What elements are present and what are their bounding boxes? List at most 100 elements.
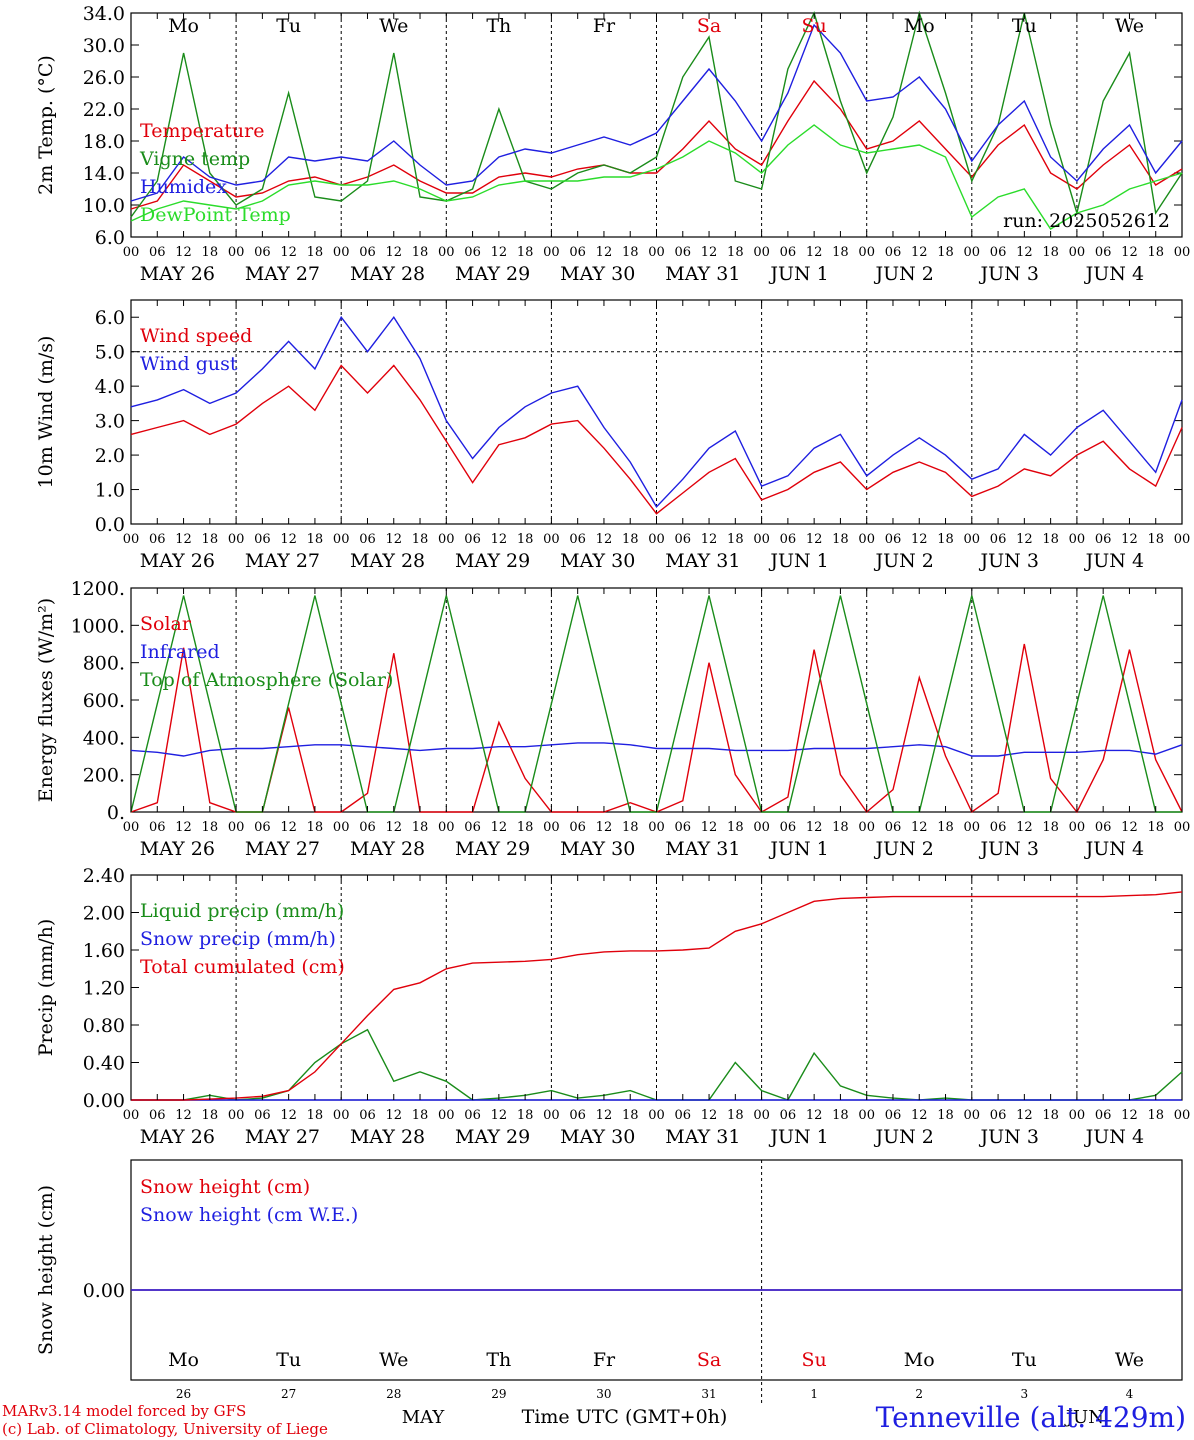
x-tick-label: 00 xyxy=(1174,532,1191,547)
y-tick-label: 2.0 xyxy=(95,445,125,467)
x-tick-label: 00 xyxy=(123,245,140,260)
weekday-label: Sa xyxy=(697,15,721,37)
x-tick-label: 12 xyxy=(701,245,718,260)
date-label: MAY 30 xyxy=(560,550,635,572)
date-label: JUN 3 xyxy=(979,838,1039,860)
x-tick-label: 00 xyxy=(333,1108,350,1123)
x-tick-label: 12 xyxy=(280,820,297,835)
plot-frame xyxy=(130,1159,1183,1381)
date-label: MAY 28 xyxy=(350,838,425,860)
date-label: MAY 31 xyxy=(665,838,740,860)
x-tick-label: 12 xyxy=(1016,820,1033,835)
x-tick-label: 12 xyxy=(596,245,613,260)
x-tick-label: 18 xyxy=(517,245,534,260)
date-label: MAY 26 xyxy=(140,550,215,572)
x-tick-label: 12 xyxy=(1121,820,1138,835)
x-tick-label: 06 xyxy=(1095,1108,1112,1123)
date-label: JUN 4 xyxy=(1084,838,1144,860)
x-tick-label: 12 xyxy=(1016,532,1033,547)
x-tick-label: 06 xyxy=(359,245,376,260)
legend-entry: Wind gust xyxy=(140,353,238,375)
x-tick-label: 06 xyxy=(359,820,376,835)
x-tick-label: 12 xyxy=(491,1108,508,1123)
panel-temperature: 6.0 10.0 14.0 18.0 22.0 26.0 30.0 34.0 2m Temp. … xyxy=(35,3,1190,285)
date-label: MAY 29 xyxy=(455,838,530,860)
x-tick-label: 18 xyxy=(202,245,219,260)
x-tick-label: 00 xyxy=(753,245,770,260)
y-tick-label: 2.40 xyxy=(83,865,125,887)
x-tick-label: 00 xyxy=(753,1108,770,1123)
x-tick-label: 12 xyxy=(175,1108,192,1123)
y-axis-label: Precip (mm/h) xyxy=(35,919,57,1057)
weekday-label: Tu xyxy=(276,1349,301,1371)
panel-precip: 0.00 0.40 0.80 1.20 1.60 2.00 2.40 Precip (mm/h… xyxy=(35,865,1190,1148)
y-tick-label: 0. xyxy=(107,802,125,824)
x-tick-label: 06 xyxy=(675,532,692,547)
day-number: 2 xyxy=(915,1387,923,1401)
x-tick-label: 06 xyxy=(464,532,481,547)
y-tick-label: 2.00 xyxy=(83,903,125,925)
x-tick-label: 18 xyxy=(937,532,954,547)
x-tick-label: 18 xyxy=(412,532,429,547)
x-tick-label: 06 xyxy=(149,1108,166,1123)
x-tick-label: 12 xyxy=(175,820,192,835)
panel-wind: 0.0 1.0 2.0 3.0 4.0 5.0 6.0 10m Wind (m/s) Wind … xyxy=(35,299,1191,572)
legend-entry: Snow height (cm W.E.) xyxy=(140,1204,358,1226)
y-tick-label: 1200. xyxy=(71,578,125,600)
y-tick-label: 6.0 xyxy=(95,227,125,249)
y-tick-label: 200. xyxy=(83,765,125,787)
x-tick-label: 06 xyxy=(885,1108,902,1123)
x-tick-label: 00 xyxy=(1174,820,1191,835)
x-tick-label: 00 xyxy=(648,532,665,547)
weekday-label: Tu xyxy=(1012,1349,1037,1371)
x-tick-label: 06 xyxy=(569,532,586,547)
x-tick-label: 00 xyxy=(1069,245,1086,260)
x-tick-label: 18 xyxy=(307,532,324,547)
date-label: JUN 1 xyxy=(768,550,828,572)
x-tick-label: 18 xyxy=(727,820,744,835)
x-tick-label: 12 xyxy=(385,532,402,547)
weekday-label: Mo xyxy=(168,15,199,37)
date-label: MAY 29 xyxy=(455,550,530,572)
series-line-infrared xyxy=(130,742,1183,757)
x-tick-label: 06 xyxy=(569,820,586,835)
x-tick-label: 18 xyxy=(727,245,744,260)
x-tick-label: 00 xyxy=(648,820,665,835)
x-tick-label: 00 xyxy=(964,820,981,835)
x-tick-label: 00 xyxy=(964,245,981,260)
x-tick-label: 06 xyxy=(990,1108,1007,1123)
x-tick-label: 06 xyxy=(675,1108,692,1123)
x-tick-label: 12 xyxy=(806,532,823,547)
day-number: 4 xyxy=(1126,1387,1134,1401)
x-tick-label: 00 xyxy=(228,245,245,260)
x-tick-label: 12 xyxy=(1121,1108,1138,1123)
x-tick-label: 00 xyxy=(648,1108,665,1123)
x-tick-label: 12 xyxy=(911,532,928,547)
x-tick-label: 00 xyxy=(333,820,350,835)
x-tick-label: 00 xyxy=(228,1108,245,1123)
legend-entry: Temperature xyxy=(140,120,264,142)
x-tick-label: 12 xyxy=(1016,245,1033,260)
x-tick-label: 00 xyxy=(228,532,245,547)
x-tick-label: 12 xyxy=(701,1108,718,1123)
y-tick-label: 600. xyxy=(83,690,125,712)
x-tick-label: 00 xyxy=(438,1108,455,1123)
x-tick-label: 00 xyxy=(753,820,770,835)
x-tick-label: 06 xyxy=(569,1108,586,1123)
x-tick-label: 12 xyxy=(701,532,718,547)
y-axis-label: Snow height (cm) xyxy=(35,1185,57,1355)
month-label: MAY xyxy=(402,1407,446,1428)
x-tick-label: 18 xyxy=(832,820,849,835)
x-tick-label: 12 xyxy=(175,532,192,547)
legend-entry: Liquid precip (mm/h) xyxy=(140,900,344,922)
date-label: JUN 4 xyxy=(1084,1126,1144,1148)
x-tick-label: 18 xyxy=(517,532,534,547)
date-label: MAY 30 xyxy=(560,1126,635,1148)
y-tick-label: 1.60 xyxy=(83,940,125,962)
weekday-label: We xyxy=(379,15,408,37)
day-number: 31 xyxy=(701,1387,716,1401)
y-tick-label: 0.0 xyxy=(95,514,125,536)
x-tick-label: 12 xyxy=(1121,532,1138,547)
x-tick-label: 12 xyxy=(701,820,718,835)
